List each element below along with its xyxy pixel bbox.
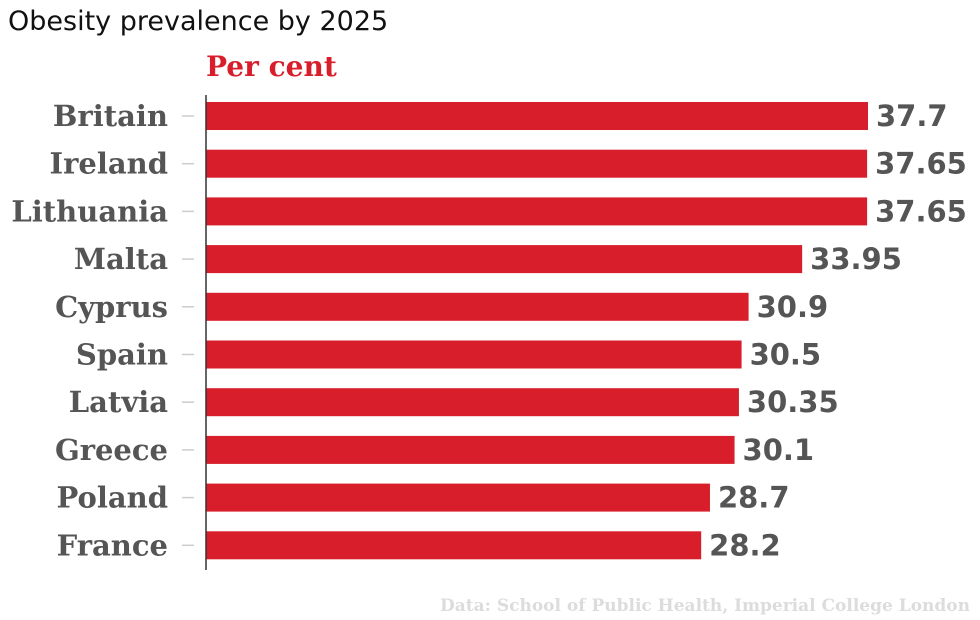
category-label: France [57,528,168,562]
category-label: Cyprus [55,290,168,324]
data-label: 28.2 [709,528,781,562]
bar [206,102,868,130]
data-label: 37.65 [875,194,967,228]
data-label: 37.7 [876,99,948,133]
data-label: 30.5 [750,338,822,372]
bar [206,435,735,464]
data-label: 33.95 [810,242,902,276]
category-label: Greece [55,433,168,467]
data-label: 30.1 [743,433,815,467]
bar [206,197,868,226]
category-label: Spain [76,338,168,372]
bar [206,388,739,417]
bar [206,340,742,369]
category-label: Ireland [50,147,168,181]
chart-title: Obesity prevalence by 2025 [8,6,389,37]
data-label: 30.9 [757,290,829,324]
bar [206,245,803,274]
source-note: Data: School of Public Health, Imperial … [440,596,970,616]
data-label: 28.7 [718,481,790,515]
data-label: 30.35 [747,385,839,419]
category-label: Britain [53,99,168,133]
bar [206,292,749,321]
unit-label: Per cent [206,50,337,83]
bar [206,483,710,512]
data-label: 37.65 [875,147,967,181]
category-label: Malta [74,242,168,276]
category-label: Latvia [69,385,168,419]
bar [206,149,868,178]
bar [206,531,702,560]
category-label: Poland [56,481,168,515]
category-label: Lithuania [11,194,168,228]
